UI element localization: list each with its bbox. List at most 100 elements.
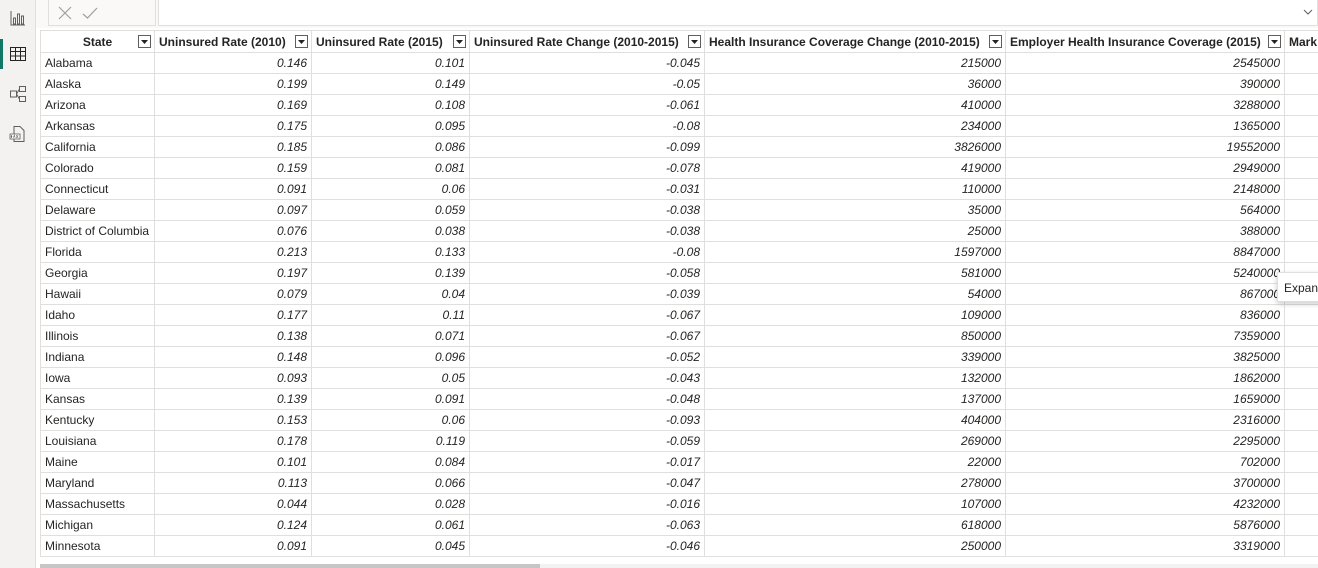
- cell-uninsured-rate-change[interactable]: -0.016: [469, 493, 705, 515]
- cell-employer-coverage[interactable]: 2949000: [1005, 157, 1285, 179]
- cell-employer-coverage[interactable]: 388000: [1005, 220, 1285, 242]
- cell-employer-coverage[interactable]: 2316000: [1005, 409, 1285, 431]
- cell-uninsured-rate-2015[interactable]: 0.149: [311, 73, 470, 95]
- cell-uninsured-rate-2015[interactable]: 0.038: [311, 220, 470, 242]
- cell-uninsured-rate-2015[interactable]: 0.101: [311, 52, 470, 74]
- cell-uninsured-rate-2010[interactable]: 0.113: [154, 472, 312, 494]
- commit-button[interactable]: [81, 5, 99, 21]
- cell-state[interactable]: Illinois: [40, 325, 155, 347]
- cell-uninsured-rate-change[interactable]: -0.038: [469, 220, 705, 242]
- cell-employer-coverage[interactable]: 3288000: [1005, 94, 1285, 116]
- cell-coverage-change[interactable]: 404000: [704, 409, 1006, 431]
- cell-uninsured-rate-2010[interactable]: 0.091: [154, 535, 312, 557]
- cell-uninsured-rate-2015[interactable]: 0.06: [311, 178, 470, 200]
- cell-employer-coverage[interactable]: 1365000: [1005, 115, 1285, 137]
- column-header-state[interactable]: State: [40, 30, 155, 53]
- cell-coverage-change[interactable]: 234000: [704, 115, 1006, 137]
- cell-employer-coverage[interactable]: 8847000: [1005, 241, 1285, 263]
- cell-uninsured-rate-change[interactable]: -0.078: [469, 157, 705, 179]
- cell-coverage-change[interactable]: 269000: [704, 430, 1006, 452]
- cell-employer-coverage[interactable]: 836000: [1005, 304, 1285, 326]
- cell-uninsured-rate-2015[interactable]: 0.06: [311, 409, 470, 431]
- cell-uninsured-rate-2015[interactable]: 0.04: [311, 283, 470, 305]
- column-header-mark[interactable]: Mark: [1284, 30, 1318, 53]
- cell-state[interactable]: District of Columbia: [40, 220, 155, 242]
- cell-employer-coverage[interactable]: 390000: [1005, 73, 1285, 95]
- cell-coverage-change[interactable]: 618000: [704, 514, 1006, 536]
- cell-mark[interactable]: [1284, 472, 1318, 494]
- cell-uninsured-rate-2015[interactable]: 0.096: [311, 346, 470, 368]
- cell-mark[interactable]: [1284, 346, 1318, 368]
- cell-uninsured-rate-change[interactable]: -0.048: [469, 388, 705, 410]
- cell-uninsured-rate-2010[interactable]: 0.076: [154, 220, 312, 242]
- scrollbar-thumb[interactable]: [40, 564, 540, 568]
- cell-coverage-change[interactable]: 107000: [704, 493, 1006, 515]
- cell-employer-coverage[interactable]: 1659000: [1005, 388, 1285, 410]
- cell-uninsured-rate-change[interactable]: -0.05: [469, 73, 705, 95]
- cell-mark[interactable]: [1284, 430, 1318, 452]
- cell-uninsured-rate-change[interactable]: -0.08: [469, 241, 705, 263]
- cell-uninsured-rate-change[interactable]: -0.08: [469, 115, 705, 137]
- cell-uninsured-rate-2015[interactable]: 0.084: [311, 451, 470, 473]
- filter-dropdown-button[interactable]: [1268, 35, 1281, 48]
- cell-state[interactable]: Kentucky: [40, 409, 155, 431]
- cell-uninsured-rate-2010[interactable]: 0.159: [154, 157, 312, 179]
- cell-employer-coverage[interactable]: 5240000: [1005, 262, 1285, 284]
- cell-mark[interactable]: [1284, 220, 1318, 242]
- filter-dropdown-button[interactable]: [295, 35, 308, 48]
- cell-uninsured-rate-change[interactable]: -0.067: [469, 304, 705, 326]
- cell-uninsured-rate-change[interactable]: -0.047: [469, 472, 705, 494]
- cell-uninsured-rate-2015[interactable]: 0.05: [311, 367, 470, 389]
- cell-coverage-change[interactable]: 1597000: [704, 241, 1006, 263]
- cell-uninsured-rate-change[interactable]: -0.067: [469, 325, 705, 347]
- filter-dropdown-button[interactable]: [138, 35, 151, 48]
- cell-mark[interactable]: [1284, 409, 1318, 431]
- cell-uninsured-rate-change[interactable]: -0.099: [469, 136, 705, 158]
- cell-coverage-change[interactable]: 35000: [704, 199, 1006, 221]
- cell-coverage-change[interactable]: 250000: [704, 535, 1006, 557]
- cell-state[interactable]: Iowa: [40, 367, 155, 389]
- cell-mark[interactable]: [1284, 325, 1318, 347]
- cell-uninsured-rate-2010[interactable]: 0.124: [154, 514, 312, 536]
- cell-uninsured-rate-2015[interactable]: 0.086: [311, 136, 470, 158]
- cell-state[interactable]: Michigan: [40, 514, 155, 536]
- cell-mark[interactable]: [1284, 451, 1318, 473]
- cell-state[interactable]: Massachusetts: [40, 493, 155, 515]
- cell-uninsured-rate-2015[interactable]: 0.133: [311, 241, 470, 263]
- cell-uninsured-rate-2015[interactable]: 0.108: [311, 94, 470, 116]
- cell-uninsured-rate-2010[interactable]: 0.175: [154, 115, 312, 137]
- cell-employer-coverage[interactable]: 2545000: [1005, 52, 1285, 74]
- cell-coverage-change[interactable]: 132000: [704, 367, 1006, 389]
- column-header-uninsured-rate-2010[interactable]: Uninsured Rate (2010): [154, 30, 312, 53]
- cell-employer-coverage[interactable]: 7359000: [1005, 325, 1285, 347]
- cell-state[interactable]: Alaska: [40, 73, 155, 95]
- cell-uninsured-rate-2010[interactable]: 0.178: [154, 430, 312, 452]
- cell-mark[interactable]: [1284, 514, 1318, 536]
- cell-uninsured-rate-2010[interactable]: 0.146: [154, 52, 312, 74]
- cell-employer-coverage[interactable]: 2148000: [1005, 178, 1285, 200]
- report-view-button[interactable]: [0, 0, 36, 36]
- cell-uninsured-rate-2015[interactable]: 0.071: [311, 325, 470, 347]
- cell-state[interactable]: Arizona: [40, 94, 155, 116]
- cell-state[interactable]: Connecticut: [40, 178, 155, 200]
- cell-uninsured-rate-2010[interactable]: 0.093: [154, 367, 312, 389]
- horizontal-scrollbar[interactable]: [40, 564, 1318, 568]
- cell-coverage-change[interactable]: 581000: [704, 262, 1006, 284]
- cell-mark[interactable]: [1284, 493, 1318, 515]
- column-header-uninsured-rate-2015[interactable]: Uninsured Rate (2015): [311, 30, 470, 53]
- cell-state[interactable]: Indiana: [40, 346, 155, 368]
- cell-uninsured-rate-2015[interactable]: 0.066: [311, 472, 470, 494]
- cell-uninsured-rate-change[interactable]: -0.061: [469, 94, 705, 116]
- cell-uninsured-rate-change[interactable]: -0.031: [469, 178, 705, 200]
- cell-uninsured-rate-2010[interactable]: 0.097: [154, 199, 312, 221]
- cell-coverage-change[interactable]: 36000: [704, 73, 1006, 95]
- cell-employer-coverage[interactable]: 702000: [1005, 451, 1285, 473]
- cell-employer-coverage[interactable]: 3700000: [1005, 472, 1285, 494]
- cancel-button[interactable]: [57, 5, 73, 21]
- cell-coverage-change[interactable]: 22000: [704, 451, 1006, 473]
- cell-uninsured-rate-2015[interactable]: 0.045: [311, 535, 470, 557]
- cell-uninsured-rate-2010[interactable]: 0.177: [154, 304, 312, 326]
- cell-state[interactable]: Alabama: [40, 52, 155, 74]
- cell-state[interactable]: Idaho: [40, 304, 155, 326]
- cell-mark[interactable]: [1284, 199, 1318, 221]
